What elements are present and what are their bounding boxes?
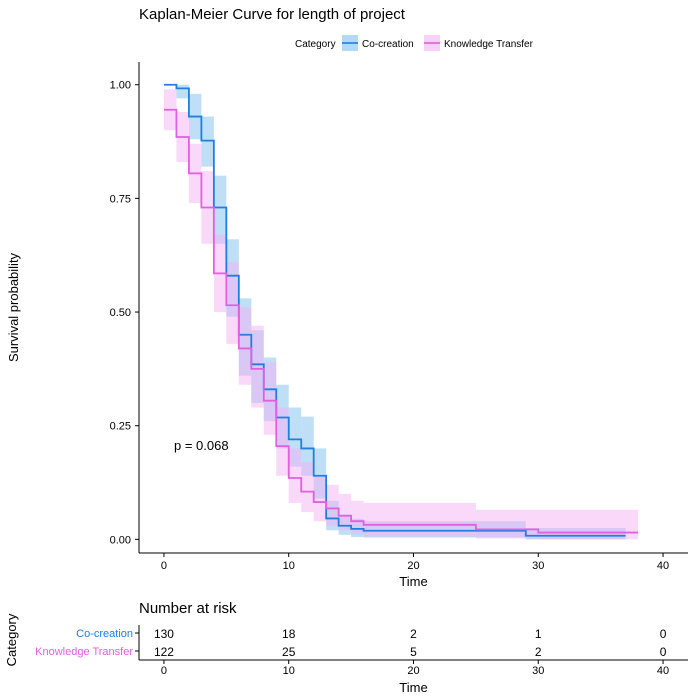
p-value-annotation: p = 0.068 [174,438,229,453]
confidence-band-1-8 [263,362,277,435]
risk-count: 2 [410,627,417,641]
y-tick-label: 0.50 [110,307,131,319]
x-tick-label: 30 [532,560,544,572]
risk-x-tick-label: 0 [161,665,167,677]
y-tick-label: 0.00 [110,534,131,546]
risk-row-label: Co-creation [76,628,133,640]
chart-title: Kaplan-Meier Curve for length of project [139,6,406,23]
confidence-band-1-5 [226,262,239,344]
risk-axis-ticks: 0 10 20 30 40 [135,632,669,677]
risk-x-tick-label: 20 [407,665,419,677]
risk-count: 2 [535,645,542,659]
x-tick-label: 0 [161,560,167,572]
x-tick-label: 20 [407,560,419,572]
risk-table: Co-creation 130 18 2 1 0 Knowledge Transfer 122… [35,627,667,659]
legend: Category Co-creation Knowledge Transfer [295,35,534,51]
confidence-band-0-3 [201,116,214,167]
x-tick-label: 40 [657,560,669,572]
risk-x-tick-label: 30 [532,665,544,677]
risk-row-label: Knowledge Transfer [35,646,133,658]
confidence-band-1-9 [276,407,289,476]
survival-lines [163,83,639,537]
confidence-band-1-15 [351,500,364,534]
risk-y-axis-title: Category [4,613,19,666]
risk-x-axis-title: Time [399,680,427,695]
confidence-band-1-11 [301,462,314,513]
risk-count: 0 [660,627,667,641]
y-tick-label: 1.00 [110,80,131,92]
risk-count: 122 [154,645,174,659]
confidence-band-1-7 [251,325,264,408]
risk-x-tick-label: 40 [657,665,669,677]
risk-count: 130 [154,627,174,641]
confidence-band-0-1 [176,84,189,99]
confidence-bands [163,84,639,540]
confidence-band-0-4 [213,175,227,244]
risk-count: 25 [282,645,296,659]
confidence-band-1-18 [538,509,639,540]
risk-count: 18 [282,627,296,641]
y-tick-label: 0.25 [110,421,131,433]
risk-count: 0 [660,645,667,659]
x-axis-title: Time [399,574,427,589]
legend-label-1: Knowledge Transfer [444,39,534,50]
x-tick-label: 10 [283,560,295,572]
risk-table-title: Number at risk [139,600,237,617]
legend-label-0: Co-creation [362,39,414,50]
y-axis-title: Survival probability [6,252,21,362]
risk-count: 1 [535,627,542,641]
survival-curve-1 [163,108,639,534]
confidence-band-1-13 [326,484,339,526]
y-tick-label: 0.75 [110,193,131,205]
confidence-band-0-11 [301,416,314,476]
confidence-band-1-14 [338,493,352,531]
risk-x-tick-label: 10 [283,665,295,677]
risk-count: 5 [410,645,417,659]
axis-ticks: 0 10 20 30 40 0.00 0.25 0.50 0.75 1.00 [110,80,670,572]
confidence-band-1-17 [475,509,539,539]
confidence-band-1-10 [288,448,302,503]
confidence-band-1-6 [238,307,252,385]
confidence-band-1-12 [313,475,327,522]
legend-title: Category [295,39,336,50]
